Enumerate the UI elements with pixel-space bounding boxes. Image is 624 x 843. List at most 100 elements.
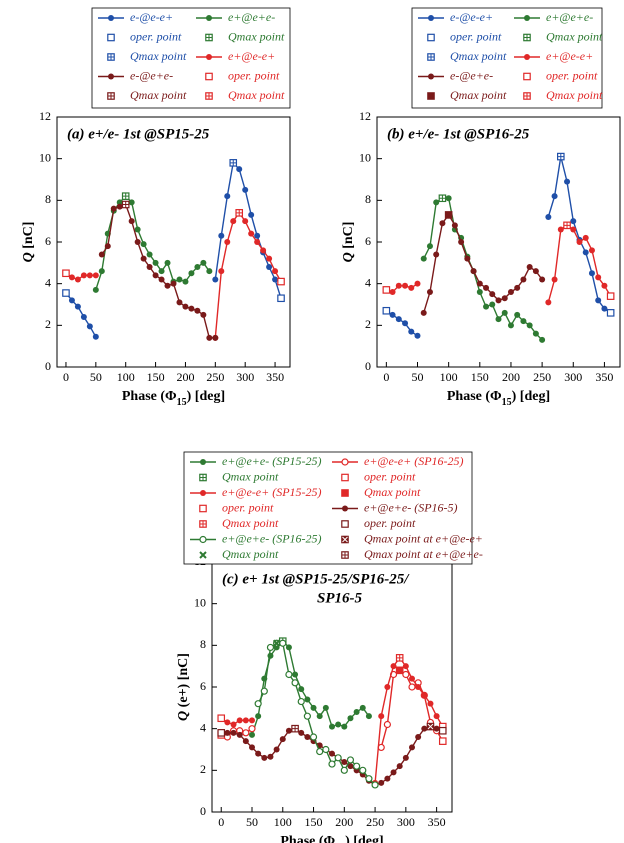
marker <box>254 239 261 245</box>
marker-dot <box>433 199 440 206</box>
legend-box <box>411 7 603 109</box>
marker <box>495 297 502 304</box>
marker <box>408 284 415 291</box>
marker-square <box>217 729 226 737</box>
marker <box>489 301 496 308</box>
x-tick-label: 300 <box>564 370 582 384</box>
legend-label: e-@e-e+ <box>450 10 493 24</box>
marker-dot <box>158 276 165 283</box>
marker-dot <box>415 684 422 690</box>
marker-dot <box>108 73 114 80</box>
legend-label: Qmax point <box>228 29 285 43</box>
marker-square <box>62 269 70 278</box>
marker <box>188 305 195 312</box>
marker-dot <box>188 305 195 312</box>
marker <box>402 754 409 761</box>
marker <box>415 734 422 740</box>
legend-box <box>183 451 473 565</box>
marker <box>341 759 348 765</box>
marker <box>524 54 530 60</box>
marker-dot <box>236 731 243 738</box>
marker-dot <box>445 195 452 202</box>
marker-dot <box>428 15 434 21</box>
marker <box>272 639 281 647</box>
marker <box>532 268 539 275</box>
marker <box>507 322 514 329</box>
marker <box>445 195 452 202</box>
marker-dot <box>108 15 114 21</box>
marker-dot <box>266 643 275 652</box>
marker <box>408 683 416 691</box>
marker-dot <box>346 756 355 764</box>
marker-dot <box>92 333 99 340</box>
marker <box>242 729 250 737</box>
marker-dot <box>421 725 428 732</box>
marker-dot <box>224 729 231 736</box>
marker-dot <box>384 684 391 690</box>
marker-dot <box>340 766 348 774</box>
marker <box>218 232 225 239</box>
marker <box>242 717 249 724</box>
marker-square <box>438 737 447 745</box>
marker-square <box>523 72 531 81</box>
marker-dot <box>539 336 546 343</box>
marker <box>261 754 268 761</box>
marker <box>176 299 183 306</box>
marker <box>230 721 237 728</box>
marker <box>335 721 342 728</box>
marker <box>249 744 255 751</box>
marker <box>116 199 123 206</box>
marker-dot <box>242 186 249 193</box>
marker <box>254 232 261 239</box>
marker-dot <box>298 729 305 736</box>
marker-dot <box>408 284 415 291</box>
marker-square <box>277 277 285 286</box>
marker <box>523 72 531 81</box>
marker <box>347 763 354 770</box>
marker-dot <box>420 255 427 262</box>
marker-dot <box>395 316 402 323</box>
marker <box>438 726 447 735</box>
marker <box>176 276 183 283</box>
marker <box>409 675 415 682</box>
marker <box>62 269 70 278</box>
marker-dot <box>116 203 123 210</box>
marker-dot <box>328 760 336 768</box>
marker-dot <box>80 272 87 279</box>
marker <box>86 323 93 330</box>
marker <box>92 272 99 279</box>
marker-dot <box>92 286 99 293</box>
marker <box>309 733 318 741</box>
marker <box>224 719 231 726</box>
x-axis-label-part: ) [deg] <box>512 389 551 404</box>
legend-label: Qmax point <box>222 516 279 530</box>
marker <box>464 255 471 262</box>
marker-dot <box>212 276 219 283</box>
y-tick-label: 10 <box>194 595 206 609</box>
marker-square <box>438 726 447 735</box>
marker-dot <box>526 264 533 270</box>
legend-label: Qmax point <box>546 88 603 102</box>
y-tick-label: 4 <box>365 275 371 289</box>
marker-square <box>395 666 404 675</box>
marker-dot <box>428 73 434 80</box>
legend-label: e-@e+e- <box>450 68 493 82</box>
marker <box>182 303 189 310</box>
marker <box>426 722 435 731</box>
marker <box>304 696 311 703</box>
marker-square <box>277 294 285 303</box>
marker <box>483 303 490 310</box>
marker <box>514 284 521 291</box>
x-tick-label: 250 <box>206 370 224 384</box>
marker-dot <box>291 679 299 687</box>
marker-square <box>62 289 70 297</box>
x-axis-label-part: Phase (Φ <box>447 389 502 404</box>
marker <box>248 211 255 218</box>
marker <box>395 666 404 675</box>
marker-dot <box>248 230 255 237</box>
marker-dot <box>557 226 564 233</box>
marker <box>501 295 508 302</box>
marker <box>420 255 427 262</box>
marker-dot <box>384 775 391 782</box>
marker-dot <box>601 282 608 289</box>
